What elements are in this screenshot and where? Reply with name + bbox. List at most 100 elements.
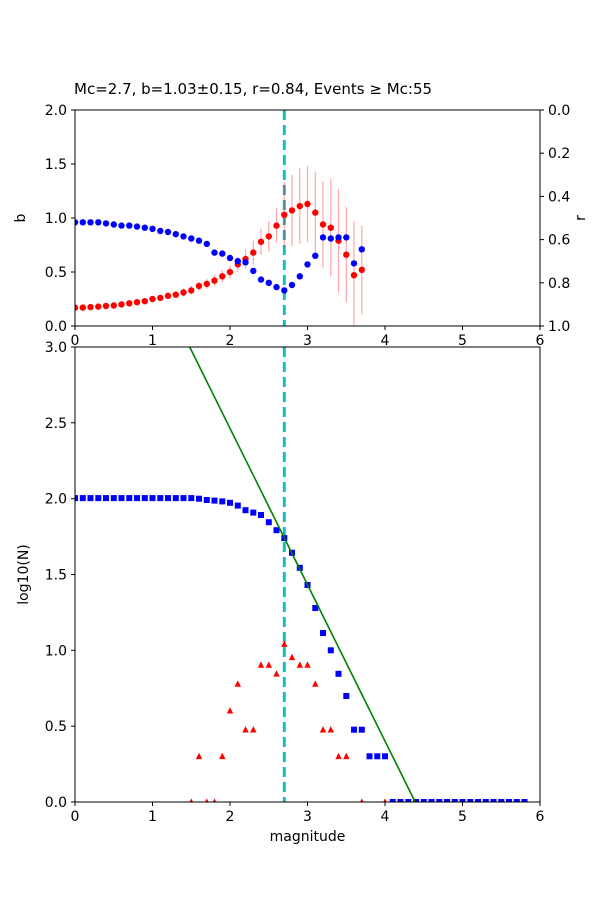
- cumulative-event-count-point: [126, 495, 133, 502]
- r-value-vs-cutoff-magnitude-point: [288, 281, 296, 289]
- x-tick-label: 6: [536, 809, 545, 825]
- y-tick-label: 1.5: [45, 568, 67, 584]
- r-value-vs-cutoff-magnitude-point: [180, 233, 187, 240]
- cumulative-event-count-point: [397, 799, 404, 802]
- r-value-vs-cutoff-magnitude-point: [219, 250, 226, 257]
- per-bin-event-count-point: [257, 661, 265, 668]
- cumulative-event-count-point: [196, 495, 202, 502]
- cumulative-event-count-point: [475, 799, 481, 802]
- cumulative-event-count-point: [87, 495, 94, 502]
- r-value-vs-cutoff-magnitude-point: [75, 219, 79, 226]
- r-value-vs-cutoff-magnitude-point: [102, 220, 110, 227]
- per-bin-event-count-point: [383, 798, 387, 802]
- per-bin-event-count-point: [312, 680, 319, 687]
- cumulative-event-count-point: [327, 647, 334, 654]
- cumulative-event-count-point: [490, 799, 497, 802]
- b-value-vs-cutoff-magnitude-point: [180, 289, 187, 296]
- cumulative-event-count-point: [250, 509, 257, 516]
- cumulative-event-count-point: [513, 799, 520, 802]
- cumulative-event-count-point: [451, 799, 458, 802]
- cumulative-event-count-point: [351, 726, 357, 733]
- cumulative-event-count-point: [188, 495, 195, 502]
- cumulative-event-count-point: [312, 605, 319, 611]
- b-value-vs-cutoff-magnitude-point: [211, 277, 218, 284]
- x-tick-label: 0: [71, 333, 80, 349]
- y-tick-label: 1.5: [45, 157, 67, 173]
- cumulative-event-count-point: [467, 799, 474, 802]
- cumulative-event-count-point: [79, 495, 86, 502]
- r-value-vs-cutoff-magnitude-point: [118, 222, 125, 229]
- b-value-vs-cutoff-magnitude-point: [141, 298, 148, 305]
- r-tick-label: 0.4: [548, 189, 570, 205]
- r-tick-label: 0.8: [548, 276, 570, 292]
- b-value-vs-cutoff-magnitude-point: [257, 238, 265, 245]
- cumulative-event-count-point: [420, 799, 427, 802]
- x-tick-label: 5: [458, 333, 467, 349]
- y-tick-label: 3.0: [45, 340, 67, 356]
- per-bin-event-count-point: [335, 752, 342, 760]
- r-value-vs-cutoff-magnitude-point: [172, 231, 179, 238]
- b-value-vs-cutoff-magnitude-point: [87, 303, 94, 311]
- per-bin-event-count-point: [242, 726, 249, 733]
- per-bin-event-count-point: [195, 752, 203, 760]
- r-value-vs-cutoff-magnitude-point: [188, 235, 195, 242]
- r-value-vs-cutoff-magnitude-point: [350, 260, 358, 267]
- cumulative-event-count-point: [382, 753, 388, 760]
- per-bin-event-count-point: [189, 798, 194, 802]
- per-bin-event-count-point: [212, 798, 217, 802]
- x-tick-label: 6: [536, 333, 545, 349]
- per-bin-event-count-point: [250, 726, 257, 733]
- cumulative-event-count-point: [149, 495, 156, 502]
- b-value-vs-cutoff-magnitude-point: [312, 209, 319, 216]
- b-value-vs-cutoff-magnitude-point: [250, 249, 257, 256]
- r-value-vs-cutoff-magnitude-point: [281, 287, 288, 294]
- cumulative-event-count-point: [95, 495, 102, 502]
- r-value-vs-cutoff-magnitude-point: [157, 227, 164, 235]
- x-tick-label: 3: [303, 809, 312, 825]
- cumulative-event-count-point: [172, 495, 179, 502]
- b-value-vs-cutoff-magnitude-point: [296, 202, 303, 210]
- b-value-vs-cutoff-magnitude-point: [319, 221, 327, 228]
- r-value-vs-cutoff-magnitude-point: [87, 219, 94, 226]
- x-tick-label: 2: [226, 333, 235, 349]
- cumulative-event-count-point: [335, 670, 342, 677]
- b-value-vs-cutoff-magnitude-point: [172, 291, 179, 298]
- r-value-vs-cutoff-magnitude-point: [312, 252, 319, 259]
- b-value-vs-cutoff-magnitude-point: [281, 211, 288, 218]
- y-axis-label-1: log10(N): [16, 544, 32, 605]
- r-tick-label: 0.6: [548, 233, 570, 249]
- b-value-vs-cutoff-magnitude-point: [164, 292, 172, 299]
- cumulative-event-count-point: [320, 630, 326, 636]
- per-bin-event-count-point: [343, 752, 350, 760]
- axes-spines-1: [74, 346, 541, 803]
- cumulative-event-count-point: [134, 495, 140, 502]
- b-value-vs-cutoff-magnitude-point: [226, 268, 234, 276]
- cumulative-event-count-point: [211, 497, 218, 504]
- plot-area-1: [75, 347, 528, 802]
- y-axis-label-0: b: [13, 213, 29, 222]
- r-value-vs-cutoff-magnitude-point: [79, 219, 87, 226]
- y-tick-label: 1.0: [45, 211, 67, 227]
- cumulative-event-count-point: [258, 512, 264, 518]
- r-value-vs-cutoff-magnitude-point: [164, 228, 172, 236]
- per-bin-event-count-point: [327, 726, 334, 733]
- r-value-vs-cutoff-magnitude-point: [141, 224, 148, 231]
- per-bin-event-count-point: [281, 640, 288, 647]
- r-value-vs-cutoff-magnitude-point: [211, 249, 218, 256]
- cumulative-event-count-point: [265, 519, 272, 526]
- r-value-vs-cutoff-magnitude-point: [242, 259, 249, 266]
- r-value-vs-cutoff-magnitude-point: [265, 279, 272, 286]
- cumulative-event-count-point: [436, 799, 443, 802]
- r-tick-label: 0.0: [548, 103, 570, 119]
- x-tick-label: 1: [148, 333, 157, 349]
- cumulative-event-count-point: [343, 693, 350, 699]
- r-value-vs-cutoff-magnitude-point: [149, 225, 156, 232]
- cumulative-event-count-point: [118, 495, 125, 502]
- cumulative-event-count-point: [227, 499, 233, 506]
- per-bin-event-count-point: [288, 653, 296, 661]
- r-value-vs-cutoff-magnitude-point: [273, 283, 280, 291]
- plot-area-0: [75, 110, 365, 326]
- per-bin-event-count-point: [204, 798, 209, 802]
